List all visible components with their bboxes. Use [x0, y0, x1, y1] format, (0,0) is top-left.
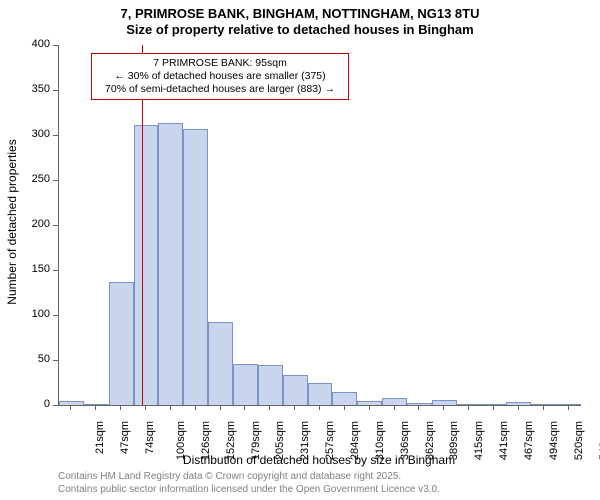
x-tick-label: 152sqm — [225, 421, 237, 460]
histogram-bar — [183, 129, 208, 405]
histogram-bar — [84, 404, 109, 405]
x-tick — [269, 405, 270, 410]
histogram-bar — [109, 282, 134, 405]
x-tick — [294, 405, 295, 410]
x-tick — [394, 405, 395, 410]
y-tick — [53, 180, 58, 181]
y-tick-label: 50 — [20, 353, 50, 365]
histogram-bar — [134, 125, 159, 405]
x-tick — [244, 405, 245, 410]
y-tick — [53, 225, 58, 226]
plot-area: 7 PRIMROSE BANK: 95sqm ← 30% of detached… — [58, 45, 581, 406]
x-tick-label: 179sqm — [250, 421, 262, 460]
y-tick — [53, 90, 58, 91]
histogram-bar — [407, 403, 432, 405]
histogram-bar — [531, 404, 556, 405]
x-tick-label: 284sqm — [349, 421, 361, 460]
annotation-line3: 70% of semi-detached houses are larger (… — [98, 83, 342, 96]
y-tick-label: 350 — [20, 83, 50, 95]
x-tick — [170, 405, 171, 410]
histogram-bar — [308, 383, 333, 405]
y-tick-label: 150 — [20, 263, 50, 275]
x-tick — [369, 405, 370, 410]
y-tick-label: 200 — [20, 218, 50, 230]
histogram-bar — [556, 404, 581, 405]
footer-line1: Contains HM Land Registry data © Crown c… — [58, 471, 440, 484]
x-tick-label: 257sqm — [324, 421, 336, 460]
x-tick-label: 47sqm — [119, 421, 131, 454]
y-tick — [53, 135, 58, 136]
x-tick-label: 310sqm — [374, 421, 386, 460]
y-tick-label: 400 — [20, 38, 50, 50]
x-tick — [120, 405, 121, 410]
histogram-bar — [59, 401, 84, 406]
x-tick-label: 389sqm — [449, 421, 461, 460]
x-tick — [344, 405, 345, 410]
x-tick — [443, 405, 444, 410]
x-tick — [568, 405, 569, 410]
y-tick — [53, 315, 58, 316]
y-tick-label: 250 — [20, 173, 50, 185]
x-tick-label: 467sqm — [523, 421, 535, 460]
x-tick-label: 231sqm — [299, 421, 311, 460]
histogram-bar — [432, 400, 457, 405]
x-tick-label: 336sqm — [399, 421, 411, 460]
histogram-bar — [208, 322, 233, 405]
histogram-bar — [457, 404, 482, 405]
histogram-bar — [506, 402, 531, 405]
y-tick — [53, 360, 58, 361]
x-tick-label: 441sqm — [498, 421, 510, 460]
annotation-box: 7 PRIMROSE BANK: 95sqm ← 30% of detached… — [91, 53, 349, 100]
histogram-bar — [332, 392, 357, 405]
x-tick — [418, 405, 419, 410]
y-axis-label: Number of detached properties — [5, 122, 19, 322]
x-tick-label: 362sqm — [424, 421, 436, 460]
x-tick — [195, 405, 196, 410]
histogram-bar — [482, 404, 507, 405]
x-tick — [319, 405, 320, 410]
y-tick-label: 300 — [20, 128, 50, 140]
x-tick — [95, 405, 96, 410]
y-tick-label: 100 — [20, 308, 50, 320]
histogram-bar — [258, 365, 283, 405]
chart-container: 7, PRIMROSE BANK, BINGHAM, NOTTINGHAM, N… — [0, 0, 600, 500]
histogram-bar — [233, 364, 258, 405]
x-tick — [70, 405, 71, 410]
x-tick-label: 205sqm — [275, 421, 287, 460]
x-tick — [518, 405, 519, 410]
x-tick-label: 21sqm — [94, 421, 106, 454]
x-tick-label: 126sqm — [200, 421, 212, 460]
histogram-bar — [357, 401, 382, 406]
annotation-line1: 7 PRIMROSE BANK: 95sqm — [98, 57, 342, 70]
x-tick-label: 100sqm — [175, 421, 187, 460]
y-tick-label: 0 — [20, 398, 50, 410]
x-tick — [468, 405, 469, 410]
y-tick — [53, 45, 58, 46]
y-tick — [53, 270, 58, 271]
x-tick-label: 494sqm — [548, 421, 560, 460]
x-tick — [493, 405, 494, 410]
x-tick-label: 74sqm — [144, 421, 156, 454]
histogram-bar — [382, 398, 407, 405]
footer-attribution: Contains HM Land Registry data © Crown c… — [58, 471, 440, 496]
x-tick-label: 520sqm — [573, 421, 585, 460]
annotation-line2: ← 30% of detached houses are smaller (37… — [98, 70, 342, 83]
x-tick — [145, 405, 146, 410]
footer-line2: Contains public sector information licen… — [58, 484, 440, 497]
x-tick-label: 415sqm — [473, 421, 485, 460]
chart-title-sub: Size of property relative to detached ho… — [0, 22, 600, 37]
x-tick — [543, 405, 544, 410]
y-tick — [53, 405, 58, 406]
histogram-bar — [158, 123, 183, 405]
chart-title-main: 7, PRIMROSE BANK, BINGHAM, NOTTINGHAM, N… — [0, 6, 600, 21]
x-tick — [220, 405, 221, 410]
histogram-bar — [283, 375, 308, 405]
